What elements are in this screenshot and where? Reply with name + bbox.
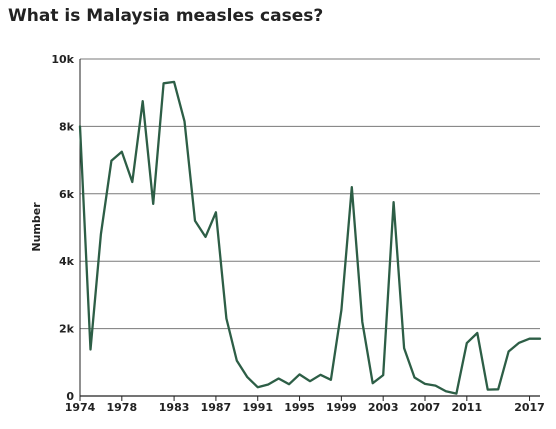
x-tick-label: 1987 [201, 401, 232, 414]
y-tick-label: 2k [59, 323, 75, 336]
series-layer [78, 80, 542, 395]
x-tick-label: 2011 [452, 401, 483, 414]
y-tick-label: 8k [59, 120, 75, 133]
x-tick-label: 2007 [410, 401, 441, 414]
x-tick-label: 1991 [242, 401, 273, 414]
y-tick-label: 6k [59, 188, 75, 201]
x-tick-label: 1983 [159, 401, 190, 414]
y-axis-title: Number [30, 202, 43, 252]
y-tick-label: 4k [59, 255, 75, 268]
x-tick-label: 1995 [284, 401, 315, 414]
x-tick-label: 1974 [65, 401, 96, 414]
x-tick-label: 1999 [326, 401, 357, 414]
y-tick-label: 10k [51, 53, 74, 66]
tick-labels: 0 2k 4k 6k 8k 10k 1974 1978 1983 1987 1991 1995 1999… [51, 53, 544, 414]
x-tick-label: 2003 [368, 401, 399, 414]
x-tick-label: 1978 [107, 401, 138, 414]
gridlines [80, 58, 540, 330]
y-tick-label: 0 [66, 390, 74, 403]
chart-title: What is Malaysia measles cases? [8, 6, 324, 26]
axes [79, 59, 540, 401]
series-line [78, 80, 542, 395]
x-tick-label: 2017 [514, 401, 545, 414]
